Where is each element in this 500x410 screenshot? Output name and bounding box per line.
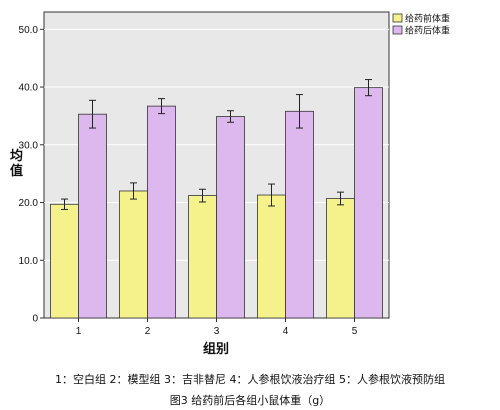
bar (354, 87, 383, 319)
bar (119, 190, 148, 319)
bar (147, 105, 176, 319)
x-tick-label: 5 (352, 326, 358, 337)
y-tick-label: 30.0 (19, 140, 39, 151)
y-axis-label: 均值 (10, 148, 23, 179)
bar (78, 113, 107, 319)
y-axis-label-char: 值 (10, 163, 23, 179)
bar (216, 116, 245, 319)
bar (50, 203, 79, 319)
x-axis-label: 组别 (203, 341, 229, 357)
x-tick-label: 4 (283, 326, 289, 337)
x-tick-label: 1 (76, 326, 82, 337)
legend-swatch (392, 25, 403, 35)
y-tick-label: 0 (32, 314, 38, 325)
x-tick-label: 3 (214, 326, 220, 337)
bar (257, 194, 286, 319)
bar (285, 110, 314, 319)
y-tick-label: 50.0 (19, 25, 39, 36)
y-tick-label: 20.0 (19, 198, 39, 209)
legend-label: 给药前体重 (405, 13, 450, 25)
legend-swatch (392, 13, 403, 23)
x-tick-label: 2 (145, 326, 151, 337)
bar (326, 198, 355, 319)
group-key-note: 1：空白组 2：模型组 3：吉非替尼 4：人参根饮液治疗组 5：人参根饮液预防组 (55, 373, 445, 386)
legend-label: 给药后体重 (405, 25, 450, 37)
y-tick-label: 10.0 (19, 256, 39, 267)
bar (188, 195, 217, 319)
y-tick-label: 40.0 (19, 83, 39, 94)
y-axis-label-char: 均 (10, 148, 23, 164)
figure-caption: 图3 给药前后各组小鼠体重（g） (169, 394, 331, 407)
